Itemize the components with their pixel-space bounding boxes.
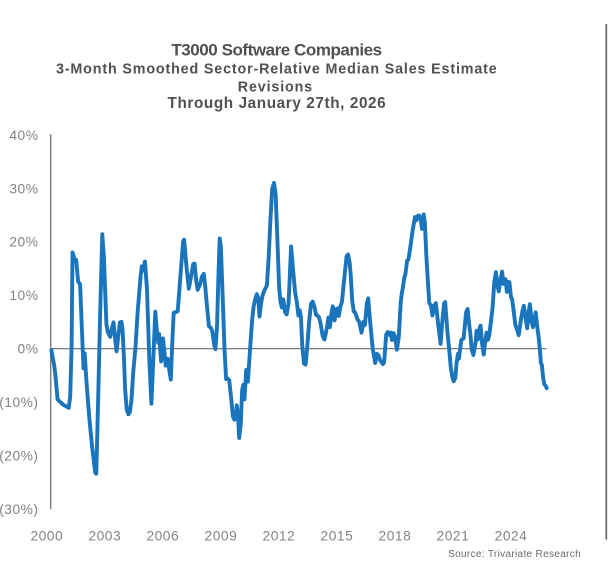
svg-text:T3000 Software Companies: T3000 Software Companies [171, 41, 381, 60]
svg-text:2015: 2015 [321, 529, 354, 544]
svg-text:2024: 2024 [495, 529, 528, 544]
svg-text:(30%): (30%) [0, 502, 39, 517]
svg-text:40%: 40% [9, 128, 38, 143]
svg-text:10%: 10% [9, 288, 38, 303]
svg-text:30%: 30% [9, 181, 38, 196]
svg-text:20%: 20% [9, 235, 38, 250]
svg-text:Source: Trivariate Research: Source: Trivariate Research [448, 549, 581, 560]
svg-text:(10%): (10%) [0, 395, 39, 410]
svg-text:(20%): (20%) [0, 449, 39, 464]
svg-text:2003: 2003 [88, 529, 121, 544]
svg-text:0%: 0% [18, 342, 39, 357]
svg-text:2012: 2012 [263, 529, 296, 544]
svg-text:2018: 2018 [379, 529, 412, 544]
svg-text:3-Month Smoothed Sector-Relati: 3-Month Smoothed Sector-Relative Median … [56, 62, 498, 78]
svg-text:Through January 27th, 2026: Through January 27th, 2026 [168, 95, 387, 112]
svg-text:2021: 2021 [437, 529, 470, 544]
svg-text:Revisions: Revisions [238, 79, 313, 95]
svg-text:2009: 2009 [205, 529, 238, 544]
svg-text:2006: 2006 [146, 529, 179, 544]
svg-text:2000: 2000 [30, 529, 63, 544]
